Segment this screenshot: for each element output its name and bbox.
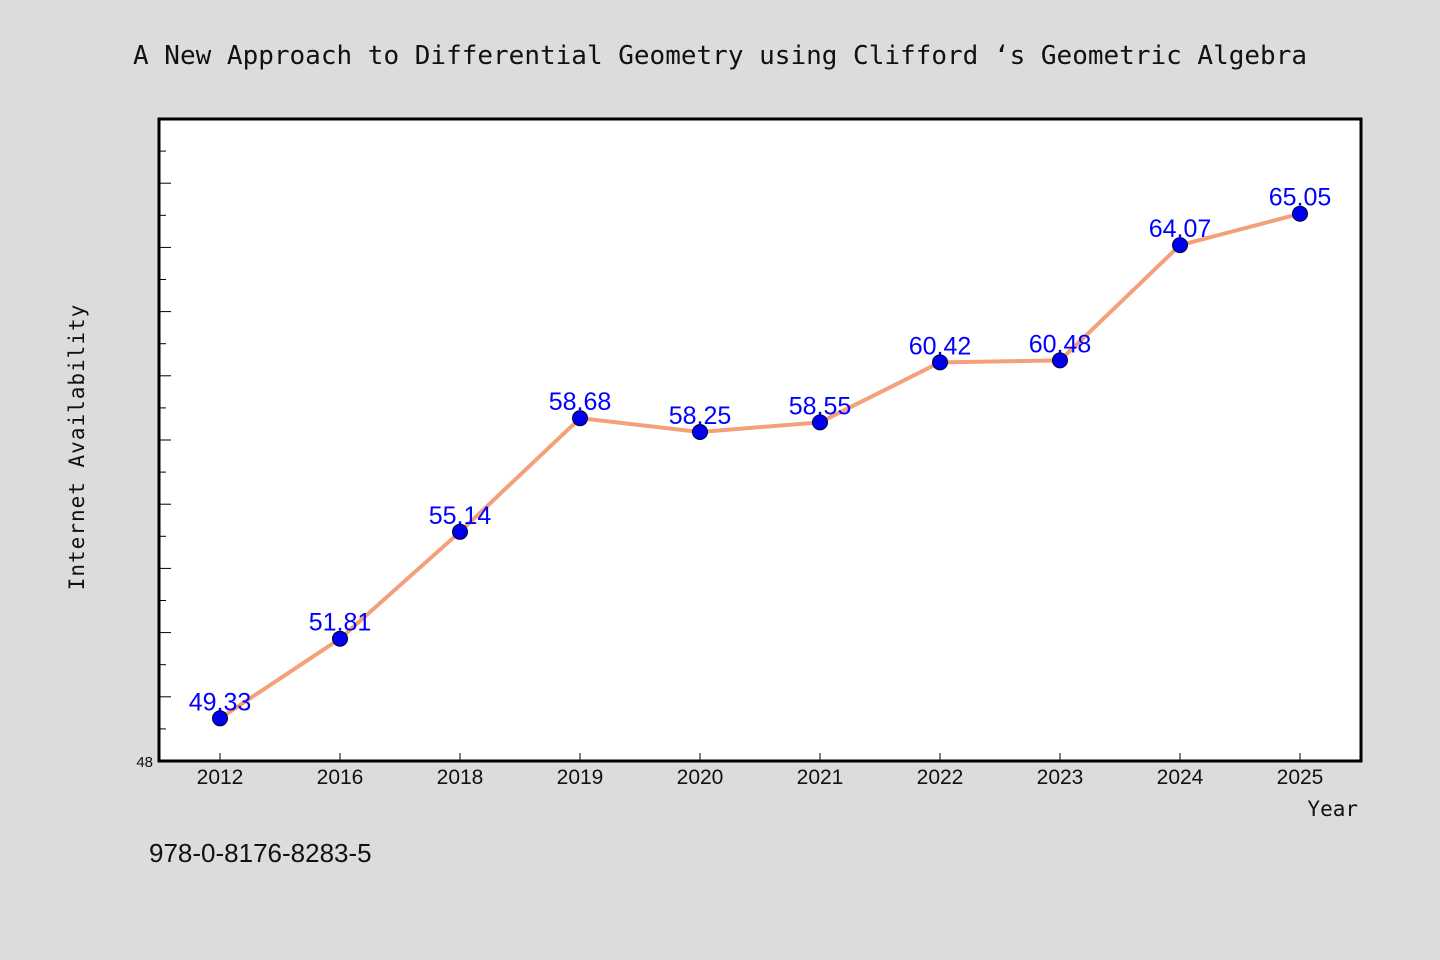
- series-line: [218, 211, 1301, 720]
- data-label: 60.48: [1029, 330, 1092, 358]
- data-point: [692, 423, 708, 440]
- data-point: [812, 414, 828, 431]
- x-tick-label: 2018: [437, 766, 484, 789]
- data-point: [1292, 205, 1308, 222]
- data-label: 49.33: [189, 688, 252, 716]
- data-label: 58.68: [549, 388, 612, 416]
- data-label: 65.05: [1269, 184, 1332, 212]
- x-tick-label: 2024: [1157, 766, 1204, 789]
- y-axis-ticks: 48: [136, 150, 171, 771]
- x-axis-label: Year: [1307, 797, 1358, 821]
- data-label: 64.07: [1149, 215, 1212, 243]
- data-label: 60.42: [909, 332, 972, 360]
- y-tick-label: 48: [136, 754, 153, 771]
- data-label: 51.81: [309, 609, 372, 637]
- data-point: [932, 354, 948, 371]
- data-label: 55.14: [429, 502, 492, 530]
- isbn-footer: 978-0-8176-8283-5: [149, 838, 372, 868]
- x-tick-label: 2023: [1037, 766, 1084, 789]
- x-tick-label: 2012: [197, 766, 244, 789]
- x-tick-label: 2022: [917, 766, 964, 789]
- x-tick-label: 2021: [797, 766, 844, 789]
- data-labels: 49.33 51.81 55.14 58.68 58.25 58.55 60.42 60.48…: [189, 184, 1332, 717]
- x-tick-label: 2016: [317, 766, 364, 789]
- data-point: [1172, 237, 1188, 254]
- plot-area: [157, 117, 1363, 763]
- data-point: [1052, 352, 1068, 369]
- x-tick-label: 2020: [677, 766, 724, 789]
- chart-title: A New Approach to Differential Geometry …: [133, 41, 1307, 71]
- x-axis-ticks: 2012 2016 2018 2019 2020 2021 2022 2023 2024 2025: [197, 753, 1324, 789]
- data-point: [332, 630, 348, 647]
- data-point: [572, 410, 588, 427]
- data-point: [212, 710, 228, 727]
- x-tick-label: 2025: [1277, 766, 1324, 789]
- data-label: 58.25: [669, 402, 732, 430]
- x-tick-label: 2019: [557, 766, 604, 789]
- y-axis-label: Internet Availability: [65, 304, 89, 591]
- data-point: [452, 523, 468, 540]
- data-label: 58.55: [789, 392, 852, 420]
- series-layer: [212, 205, 1308, 727]
